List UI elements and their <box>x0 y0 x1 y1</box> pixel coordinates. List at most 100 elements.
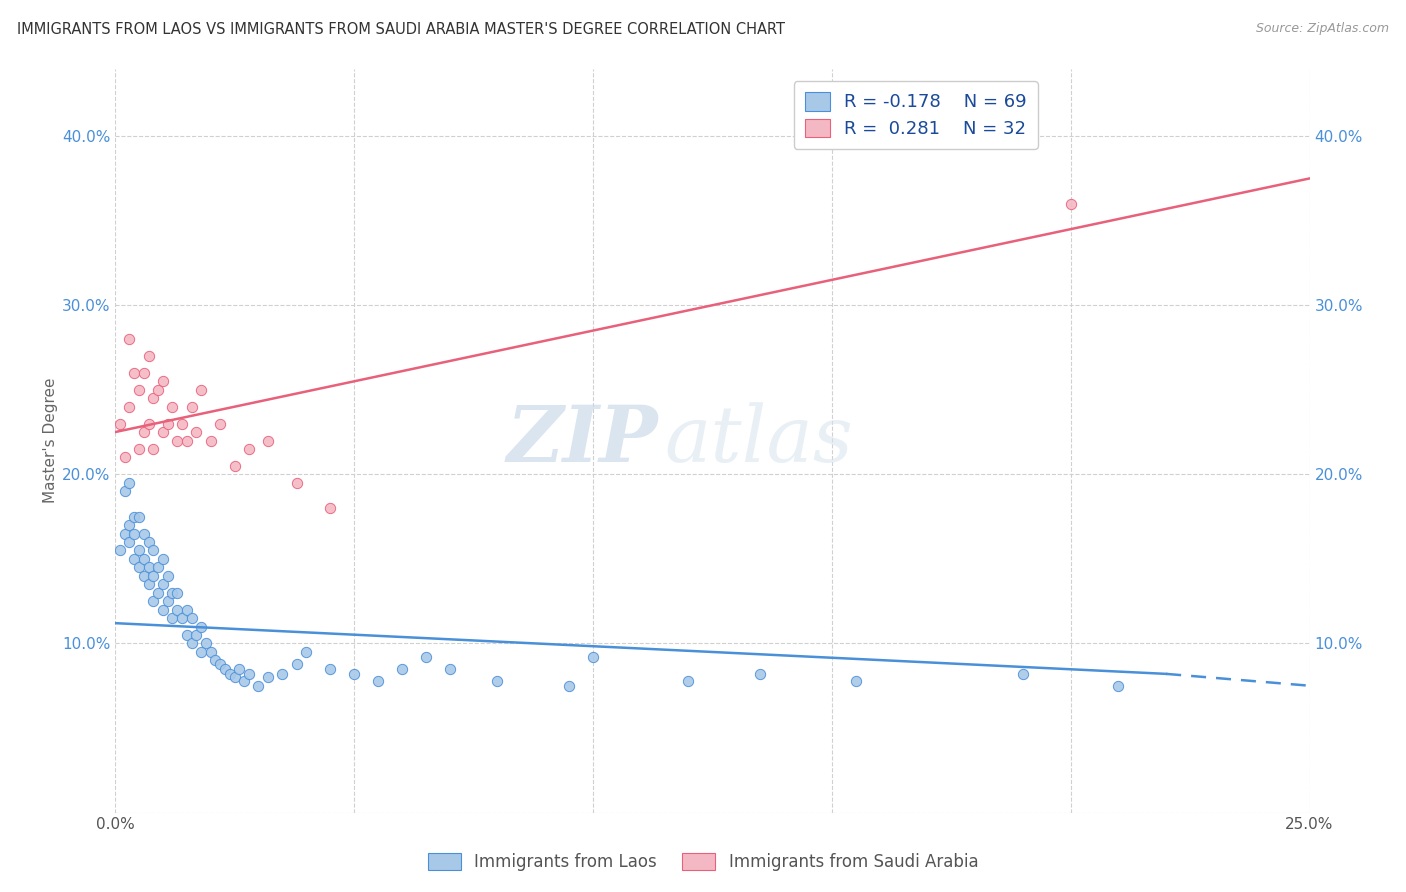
Point <box>224 458 246 473</box>
Point <box>146 585 169 599</box>
Point <box>118 400 141 414</box>
Point <box>749 666 772 681</box>
Point <box>118 535 141 549</box>
Point <box>186 628 208 642</box>
Point <box>142 442 165 456</box>
Point <box>146 383 169 397</box>
Point <box>224 670 246 684</box>
Point <box>180 636 202 650</box>
Point <box>186 425 208 439</box>
Y-axis label: Master's Degree: Master's Degree <box>44 378 58 503</box>
Point <box>343 666 366 681</box>
Point <box>415 650 437 665</box>
Point <box>162 400 184 414</box>
Point <box>128 383 150 397</box>
Point <box>257 434 280 448</box>
Point <box>247 679 270 693</box>
Point <box>170 611 193 625</box>
Point <box>138 349 160 363</box>
Point <box>156 417 179 431</box>
Point <box>271 666 294 681</box>
Point <box>166 585 188 599</box>
Point <box>228 662 250 676</box>
Point <box>845 673 868 688</box>
Point <box>132 552 155 566</box>
Point <box>285 657 308 671</box>
Legend: Immigrants from Laos, Immigrants from Saudi Arabia: Immigrants from Laos, Immigrants from Sa… <box>419 845 987 880</box>
Legend: R = -0.178    N = 69, R =  0.281    N = 32: R = -0.178 N = 69, R = 0.281 N = 32 <box>794 81 1038 149</box>
Point <box>132 569 155 583</box>
Point <box>138 417 160 431</box>
Point <box>118 332 141 346</box>
Point <box>132 526 155 541</box>
Text: ZIP: ZIP <box>508 402 658 479</box>
Point <box>233 673 256 688</box>
Point <box>180 400 202 414</box>
Point <box>257 670 280 684</box>
Point <box>156 594 179 608</box>
Point <box>162 611 184 625</box>
Text: IMMIGRANTS FROM LAOS VS IMMIGRANTS FROM SAUDI ARABIA MASTER'S DEGREE CORRELATION: IMMIGRANTS FROM LAOS VS IMMIGRANTS FROM … <box>17 22 785 37</box>
Point <box>218 666 240 681</box>
Point <box>678 673 700 688</box>
Point <box>152 425 174 439</box>
Point <box>132 366 155 380</box>
Point <box>146 560 169 574</box>
Point <box>238 442 260 456</box>
Point <box>439 662 461 676</box>
Point <box>152 375 174 389</box>
Point <box>162 585 184 599</box>
Point <box>122 509 145 524</box>
Point <box>176 434 198 448</box>
Point <box>486 673 509 688</box>
Point <box>122 552 145 566</box>
Point <box>128 442 150 456</box>
Point <box>170 417 193 431</box>
Point <box>138 577 160 591</box>
Point <box>152 577 174 591</box>
Point <box>166 434 188 448</box>
Point <box>114 526 136 541</box>
Point <box>152 552 174 566</box>
Text: Source: ZipAtlas.com: Source: ZipAtlas.com <box>1256 22 1389 36</box>
Point <box>200 434 222 448</box>
Point <box>128 560 150 574</box>
Point <box>190 383 212 397</box>
Point <box>122 526 145 541</box>
Point <box>118 518 141 533</box>
Point <box>128 543 150 558</box>
Point <box>194 636 217 650</box>
Point <box>142 391 165 405</box>
Point <box>142 569 165 583</box>
Point <box>319 501 342 516</box>
Point <box>122 366 145 380</box>
Point <box>128 509 150 524</box>
Point <box>142 594 165 608</box>
Point <box>190 619 212 633</box>
Point <box>285 475 308 490</box>
Point <box>190 645 212 659</box>
Point <box>108 543 131 558</box>
Point <box>138 535 160 549</box>
Point <box>200 645 222 659</box>
Point <box>176 628 198 642</box>
Point <box>295 645 318 659</box>
Point <box>108 417 131 431</box>
Point <box>132 425 155 439</box>
Point <box>214 662 236 676</box>
Point <box>176 602 198 616</box>
Point <box>391 662 413 676</box>
Point <box>367 673 389 688</box>
Point <box>156 569 179 583</box>
Point <box>1059 196 1081 211</box>
Point <box>138 560 160 574</box>
Point <box>558 679 581 693</box>
Point <box>319 662 342 676</box>
Point <box>152 602 174 616</box>
Point <box>582 650 605 665</box>
Point <box>238 666 260 681</box>
Point <box>1011 666 1033 681</box>
Point <box>118 475 141 490</box>
Point <box>166 602 188 616</box>
Point <box>209 657 232 671</box>
